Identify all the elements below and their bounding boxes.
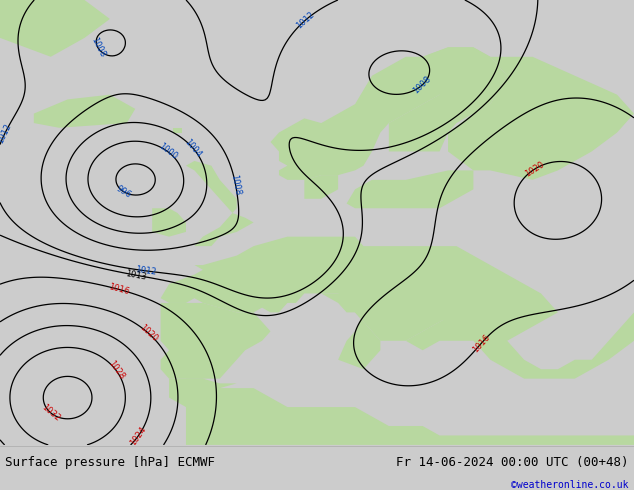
- Polygon shape: [186, 379, 634, 445]
- Text: 1012: 1012: [0, 122, 13, 146]
- Text: 1012: 1012: [294, 10, 316, 30]
- Text: 1012: 1012: [134, 265, 157, 277]
- Polygon shape: [152, 208, 186, 237]
- Text: 996: 996: [115, 184, 133, 200]
- Text: 1020: 1020: [523, 160, 546, 179]
- Text: 1008: 1008: [229, 173, 242, 196]
- Text: 1020: 1020: [138, 323, 159, 343]
- Polygon shape: [0, 0, 110, 57]
- Polygon shape: [271, 48, 490, 180]
- Text: Surface pressure [hPa] ECMWF: Surface pressure [hPa] ECMWF: [5, 456, 215, 468]
- Text: 1024: 1024: [129, 425, 148, 447]
- Text: 1008: 1008: [411, 74, 433, 96]
- Polygon shape: [160, 237, 558, 341]
- Polygon shape: [448, 57, 634, 180]
- Polygon shape: [389, 48, 507, 151]
- Polygon shape: [304, 175, 338, 199]
- Polygon shape: [347, 171, 474, 208]
- Polygon shape: [296, 294, 380, 369]
- Text: 1016: 1016: [107, 282, 130, 296]
- Polygon shape: [173, 128, 182, 132]
- Text: 1032: 1032: [40, 403, 62, 423]
- Text: 1028: 1028: [107, 359, 126, 382]
- Text: 1008: 1008: [89, 36, 107, 59]
- Text: Fr 14-06-2024 00:00 UTC (00+48): Fr 14-06-2024 00:00 UTC (00+48): [396, 456, 629, 468]
- Polygon shape: [406, 313, 634, 379]
- Text: ©weatheronline.co.uk: ©weatheronline.co.uk: [512, 480, 629, 490]
- Text: 1013: 1013: [124, 269, 147, 281]
- Text: 1016: 1016: [471, 332, 492, 354]
- Polygon shape: [347, 274, 490, 341]
- Polygon shape: [186, 161, 254, 246]
- Text: 1000: 1000: [157, 142, 179, 162]
- Polygon shape: [160, 303, 271, 379]
- Polygon shape: [34, 95, 135, 128]
- Polygon shape: [169, 379, 236, 407]
- Text: 1004: 1004: [183, 137, 204, 159]
